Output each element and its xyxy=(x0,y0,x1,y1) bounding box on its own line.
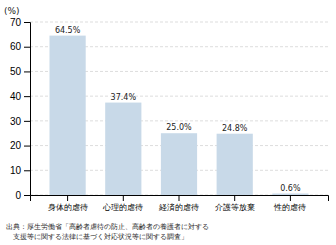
annotation: 支援等に関する法律に基づく対応状況等に関する調査」 xyxy=(6,233,188,241)
annotations: 出典：厚生労働省「高齢者虐待の防止、高齢者の養護者に対する 支援等に関する法律に… xyxy=(6,223,209,241)
tick-label: 経済的虐待 xyxy=(158,203,199,212)
value-label: 37.4% xyxy=(111,93,137,102)
tick-mark xyxy=(290,195,291,201)
grid-line xyxy=(30,22,328,23)
tick-label: 50 xyxy=(10,66,22,77)
tick-label: 0 xyxy=(15,190,21,201)
x-axis: 身体的虐待 心理的虐待 経済的虐待 介護等放棄 性的虐待 xyxy=(31,195,329,212)
tick: 身体的虐待 xyxy=(48,195,88,212)
tick: 介護等放棄 xyxy=(215,195,255,212)
bar xyxy=(105,103,141,195)
axis-line xyxy=(24,23,31,196)
tick-mark xyxy=(24,146,30,147)
chart: 64.5% 37.4% 25.0% 24.8% 0.6% 0 10 20 30 40 50 60 70 身… xyxy=(0,0,336,245)
tick: 60 xyxy=(10,41,30,52)
tick-label: 30 xyxy=(10,116,22,127)
tick-mark xyxy=(123,195,124,201)
tick-label: 性的虐待 xyxy=(273,203,306,212)
tick-label: 40 xyxy=(10,91,22,102)
y-axis: 0 10 20 30 40 50 60 70 xyxy=(10,17,31,201)
value-label: 0.6% xyxy=(280,184,301,193)
axis-title: (%) xyxy=(4,6,20,16)
tick-label: 60 xyxy=(10,41,22,52)
tick-mark xyxy=(24,47,30,48)
bar xyxy=(217,134,253,195)
bar xyxy=(161,133,197,195)
value-label: 24.8% xyxy=(222,124,248,133)
annotation: 出典：厚生労働省「高齢者虐待の防止、高齢者の養護者に対する xyxy=(6,223,209,231)
tick-mark xyxy=(24,195,30,196)
grid xyxy=(30,22,328,195)
tick: 20 xyxy=(10,140,30,151)
tick: 40 xyxy=(10,91,30,102)
tick-mark xyxy=(24,121,30,122)
tick: 10 xyxy=(10,165,30,176)
axis-line xyxy=(31,196,329,202)
tick-label: 70 xyxy=(10,17,22,28)
tick: 性的虐待 xyxy=(273,195,306,212)
tick-mark xyxy=(24,71,30,72)
tick-label: 介護等放棄 xyxy=(215,203,255,212)
value-labels: 64.5% 37.4% 25.0% 24.8% 0.6% xyxy=(55,26,301,193)
tick-mark xyxy=(24,22,30,23)
tick: 70 xyxy=(10,17,30,28)
tick: 経済的虐待 xyxy=(158,195,199,212)
tick-label: 身体的虐待 xyxy=(48,203,88,212)
tick: 0 xyxy=(15,190,30,201)
tick: 50 xyxy=(10,66,30,77)
value-label: 25.0% xyxy=(166,123,192,132)
plot: 64.5% 37.4% 25.0% 24.8% 0.6% 0 10 20 30 40 50 60 70 身… xyxy=(10,17,329,212)
tick: 心理的虐待 xyxy=(102,195,143,212)
value-label: 64.5% xyxy=(55,26,81,35)
bar xyxy=(49,36,85,195)
tick-mark xyxy=(24,170,30,171)
tick-label: 20 xyxy=(10,140,22,151)
tick: 30 xyxy=(10,116,30,127)
tick-mark xyxy=(24,96,30,97)
bars xyxy=(49,36,308,195)
tick-mark xyxy=(179,195,180,201)
bar xyxy=(272,194,308,195)
tick-mark xyxy=(67,195,68,201)
tick-label: 10 xyxy=(10,165,22,176)
tick-mark xyxy=(234,195,235,201)
tick-label: 心理的虐待 xyxy=(102,203,143,212)
